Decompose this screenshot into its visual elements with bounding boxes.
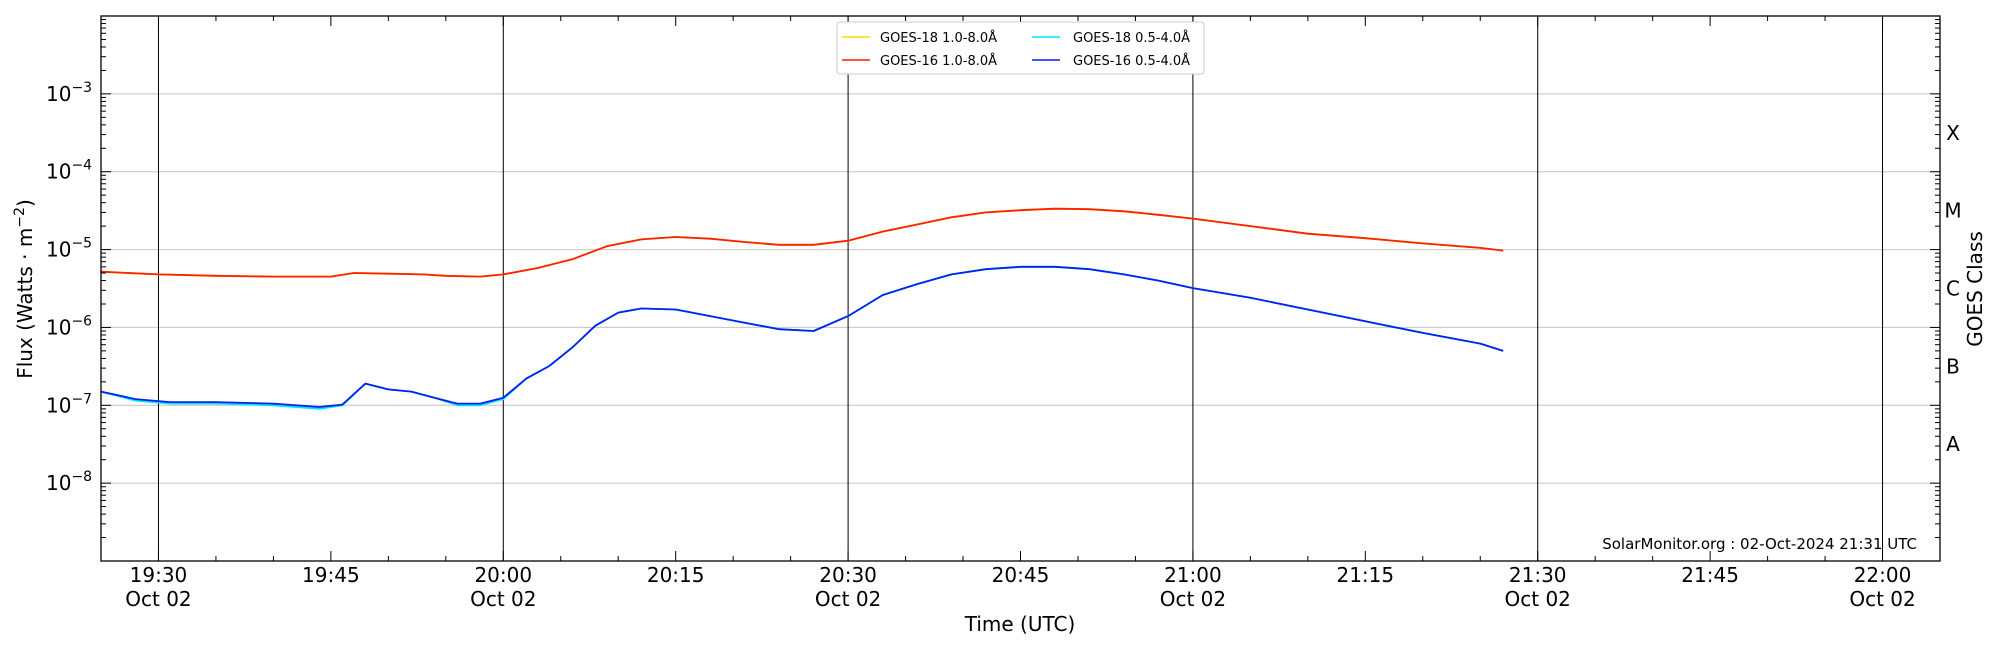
x-tick-label: 20:15 — [647, 563, 705, 587]
legend-label-goes18-long: GOES-18 1.0-8.0Å — [880, 30, 997, 46]
x-tick-label: 21:15 — [1336, 563, 1394, 587]
x-tick-label: 19:30 — [130, 563, 188, 587]
legend-label-goes16-long: GOES-16 1.0-8.0Å — [880, 53, 997, 69]
x-tick-date-label: Oct 02 — [1849, 587, 1915, 611]
x-tick-date-label: Oct 02 — [1160, 587, 1226, 611]
y-tick-label: 10−8 — [46, 469, 92, 495]
legend-box — [836, 21, 1205, 75]
goes-class-x-label: X — [1946, 121, 1960, 145]
vertical-day-lines — [157, 16, 1884, 561]
x-tick-date-label: Oct 02 — [470, 587, 536, 611]
y-tick-label: 10−5 — [46, 236, 92, 262]
x-tick-label: 21:00 — [1164, 563, 1222, 587]
y-tick-label: 10−4 — [46, 158, 92, 184]
tick-layer — [100, 16, 1941, 562]
x-tick-label: 19:45 — [302, 563, 360, 587]
y-tick-labels: 10−3 10−4 10−5 10−6 10−7 10−8 — [46, 80, 92, 495]
goes-class-labels: X M C B A — [1944, 121, 1961, 456]
goes-class-b-label: B — [1946, 354, 1960, 378]
x-tick-label: 21:45 — [1681, 563, 1739, 587]
y-tick-label: 10−7 — [46, 391, 92, 417]
y-axis-title: Flux (Watts · m−2) — [12, 199, 37, 379]
x-tick-date-label: Oct 02 — [815, 587, 881, 611]
x-axis-title: Time (UTC) — [964, 612, 1076, 636]
y-tick-label: 10−6 — [46, 313, 92, 339]
goes-class-c-label: C — [1946, 277, 1960, 301]
series-line-2 — [100, 265, 1504, 410]
legend-label-goes18-short: GOES-18 0.5-4.0Å — [1073, 30, 1190, 46]
right-axis-title: GOES Class — [1963, 231, 1987, 347]
x-tick-label: 20:00 — [474, 563, 532, 587]
goes-class-a-label: A — [1946, 432, 1960, 456]
x-tick-label: 20:30 — [819, 563, 877, 587]
x-tick-date-label: Oct 02 — [1505, 587, 1571, 611]
legend-label-goes16-short: GOES-16 0.5-4.0Å — [1073, 53, 1190, 69]
series-line-0 — [100, 207, 1504, 278]
x-tick-label: 22:00 — [1854, 563, 1912, 587]
credit-text: SolarMonitor.org : 02-Oct-2024 21:31 UTC — [1602, 535, 1917, 553]
y-tick-label: 10−3 — [46, 80, 92, 106]
x-tick-label: 21:30 — [1509, 563, 1567, 587]
series-layer — [100, 207, 1504, 410]
plot-frame — [100, 15, 1941, 562]
x-tick-label: 20:45 — [992, 563, 1050, 587]
series-line-3 — [100, 265, 1504, 408]
legend: GOES-18 1.0-8.0Å GOES-18 0.5-4.0Å GOES-1… — [836, 21, 1205, 75]
series-line-1 — [100, 207, 1504, 278]
x-tick-date-label: Oct 02 — [125, 587, 191, 611]
goes-class-m-label: M — [1944, 199, 1961, 223]
grid-layer — [101, 93, 1940, 484]
